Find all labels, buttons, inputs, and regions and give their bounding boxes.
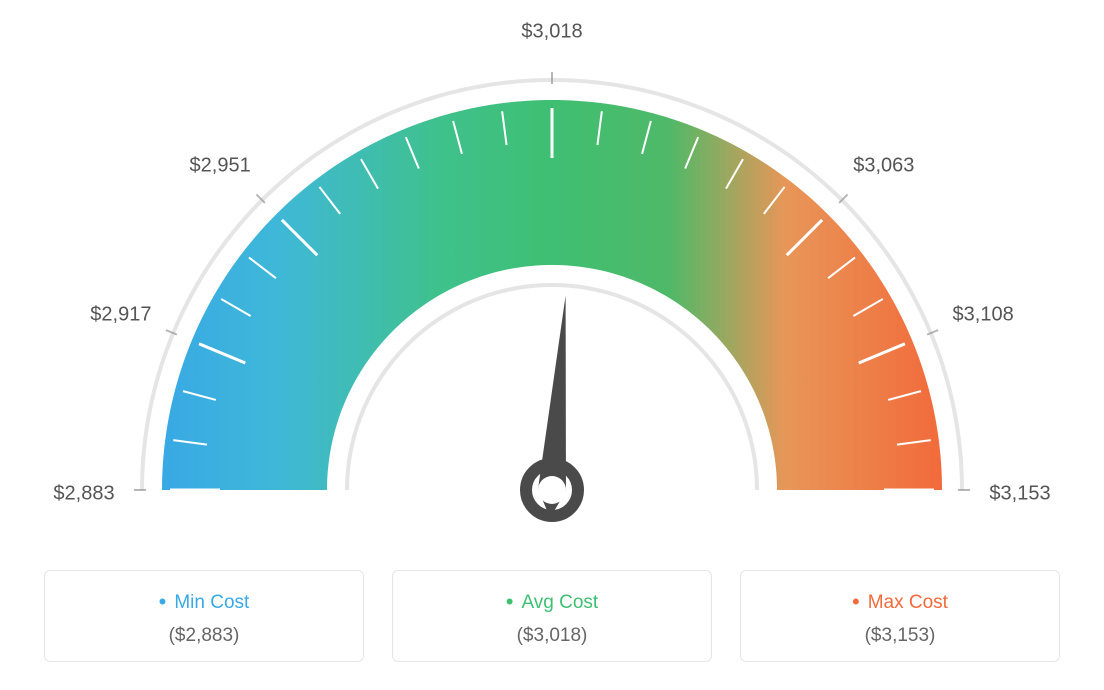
cost-gauge: $2,883 $2,917 $2,951 $3,018 $3,063 $3,108 $3,1… (0, 0, 1104, 560)
gauge-tick-label: $3,063 (853, 155, 914, 178)
gauge-tick-label: $3,108 (953, 303, 1014, 326)
gauge-svg (0, 0, 1104, 560)
gauge-tick-label: $2,951 (190, 155, 251, 178)
min-cost-box: Min Cost ($2,883) (44, 570, 364, 662)
max-cost-title: Max Cost (751, 589, 1049, 615)
avg-cost-title: Avg Cost (403, 589, 701, 615)
gauge-tick-label: $2,917 (90, 303, 151, 326)
avg-cost-value: ($3,018) (403, 625, 701, 647)
gauge-tick-label: $3,153 (989, 483, 1050, 506)
max-cost-value: ($3,153) (751, 625, 1049, 647)
gauge-tick-label: $2,883 (53, 483, 114, 506)
min-cost-title: Min Cost (55, 589, 353, 615)
avg-cost-box: Avg Cost ($3,018) (392, 570, 712, 662)
summary-row: Min Cost ($2,883) Avg Cost ($3,018) Max … (0, 570, 1104, 662)
gauge-tick-label: $3,018 (521, 21, 582, 44)
max-cost-box: Max Cost ($3,153) (740, 570, 1060, 662)
min-cost-value: ($2,883) (55, 625, 353, 647)
